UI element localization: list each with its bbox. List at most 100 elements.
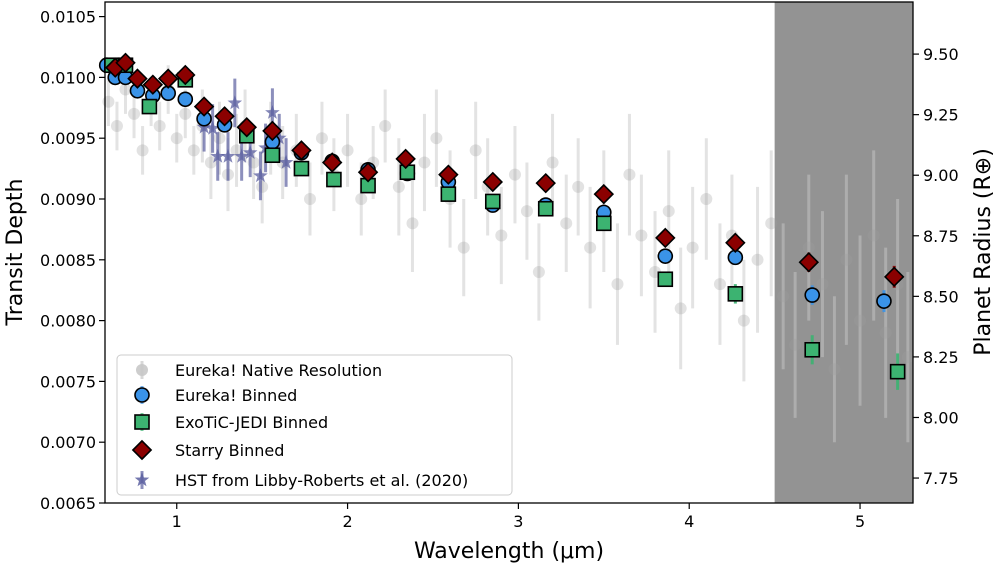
data-point [532,265,545,278]
data-point [262,120,283,142]
data-point [265,105,280,119]
y2-axis-ticks: 7.75 8.00 8.25 8.50 8.75 9.00 9.25 9.50 [913,45,959,488]
x-tick-label: 1 [172,512,182,531]
y-tick-label: 0.0065 [40,494,96,513]
data-point [357,162,379,183]
data-point [157,68,179,89]
y2-tick-label: 8.50 [923,287,959,306]
data-point [392,180,405,193]
data-point [798,251,820,273]
y-tick-label: 0.0085 [40,251,96,270]
data-point [751,253,764,266]
data-point [508,168,521,181]
plot-frame [104,1,914,504]
data-point [560,217,573,230]
data-point [700,192,713,205]
y2-tick-label: 9.25 [923,106,959,125]
data-point [686,241,699,254]
data-point [546,156,559,169]
data-point [355,192,368,205]
data-point [256,180,269,193]
data-point [802,241,815,254]
data-point [214,106,235,127]
data-point [789,338,802,351]
legend-entry: Eureka! Native Resolution [136,361,382,380]
data-point [883,266,905,288]
x-axis-label: Wavelength (μm) [414,539,604,564]
data-point [258,140,273,155]
legend-entry: Eureka! Binned [134,386,297,405]
data-point [321,152,343,173]
data-point [395,148,416,170]
data-point [804,287,821,303]
legend-entry: ExoTiC-JEDI Binned [134,413,328,432]
data-point [584,241,597,254]
data-point [303,192,316,205]
data-point [341,144,354,157]
x-tick-label: 3 [513,512,523,531]
y-axis-label: Transit Depth [3,179,28,327]
legend-marker [134,387,150,403]
data-point [816,278,829,291]
legend-label: HST from Libby-Roberts et al. (2020) [175,471,468,490]
data-point [611,278,624,291]
y2-axis-label: Planet Radius (R⊕) [971,148,996,356]
x-tick-label: 5 [855,512,865,531]
legend-label: Eureka! Binned [175,386,297,405]
data-point [662,205,675,218]
y-tick-label: 0.0075 [40,372,96,391]
legend-marker [131,439,153,461]
data-point [657,271,674,288]
data-point [379,120,392,133]
data-point [179,107,192,120]
data-point [777,290,790,303]
y2-tick-label: 8.00 [923,408,959,427]
data-point [537,200,554,217]
data-point [418,156,431,169]
data-point [115,52,136,74]
y-tick-label: 0.0105 [40,8,96,27]
data-point [737,314,750,327]
data-point [596,215,612,232]
legend-marker [134,414,150,430]
data-point [278,154,294,169]
data-point [326,171,342,188]
data-point [187,144,200,157]
data-point [234,148,249,163]
data-point [175,64,196,86]
y2-tick-label: 7.75 [923,469,959,488]
data-point [657,248,674,264]
data-point [484,193,501,210]
data-point [253,168,268,183]
data-point [315,132,328,145]
data-point [102,95,115,108]
x-tick-label: 4 [684,512,694,531]
x-tick-label: 2 [342,512,352,531]
data-point [876,293,892,309]
data-point [713,278,726,291]
data-point [623,168,636,181]
data-point [127,68,148,89]
data-point [901,351,914,364]
y2-tick-label: 9.00 [923,166,959,185]
data-point [136,144,149,157]
legend-entry: Starry Binned [131,439,284,461]
data-point [804,341,821,358]
data-point [438,164,459,185]
data-point [236,117,258,138]
data-marks [98,52,914,443]
data-point [482,171,504,193]
y-tick-label: 0.0095 [40,129,96,148]
y2-tick-label: 8.75 [923,227,959,246]
data-point [725,232,746,254]
data-point [193,96,215,117]
data-point [495,229,508,242]
data-point [889,363,906,380]
y-tick-label: 0.0070 [40,433,96,452]
data-point [153,120,166,133]
data-point [727,286,744,302]
series-starry-binned [105,52,905,288]
data-point [220,148,236,163]
data-point [840,253,853,266]
shaded-region-rect [774,2,913,503]
